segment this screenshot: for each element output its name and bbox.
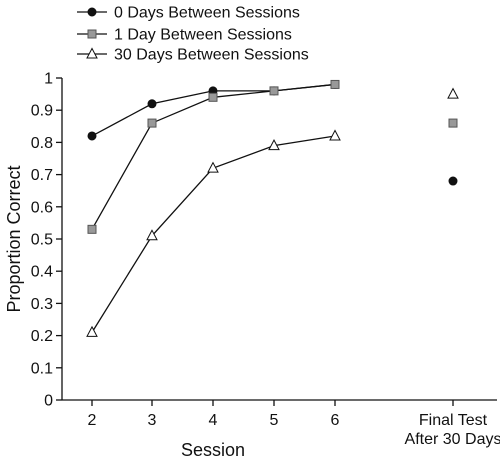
legend-marker <box>87 7 97 17</box>
data-point <box>269 86 279 96</box>
x-axis: 2 3 4 5 6 Final Test After 30 Days Session <box>62 399 500 460</box>
final-test-point <box>447 87 459 99</box>
data-point <box>147 118 157 128</box>
x-tick-label: 5 <box>270 412 279 429</box>
data-point <box>208 92 218 102</box>
legend-marker <box>86 47 98 59</box>
x-tick-label: 4 <box>209 412 218 429</box>
x-tick-label: After 30 Days <box>405 431 500 448</box>
x-tick-label: Final Test <box>419 412 488 429</box>
y-axis-title: Proportion Correct <box>4 165 24 312</box>
data-point <box>147 99 157 109</box>
x-axis-title: Session <box>181 440 245 460</box>
y-tick-label: 0.7 <box>31 167 53 184</box>
x-tick-label: 2 <box>88 412 97 429</box>
final-test-point <box>448 176 458 186</box>
data-point <box>87 131 97 141</box>
data-point <box>146 229 158 241</box>
x-tick-label: 3 <box>148 412 157 429</box>
data-point <box>330 79 340 89</box>
series-circle <box>87 79 458 186</box>
series-square <box>87 79 458 234</box>
legend-marker <box>87 29 97 39</box>
y-tick-label: 0.6 <box>31 199 53 216</box>
y-tick-label: 0.3 <box>31 296 53 313</box>
y-tick-label: 1 <box>44 71 53 88</box>
y-tick-label: 0.5 <box>31 232 53 249</box>
y-ticks: 0 0.1 0.2 0.3 0.4 0.5 0.6 0.7 0.8 0.9 1 <box>31 71 62 410</box>
data-point <box>268 139 280 151</box>
final-test-point <box>448 118 458 128</box>
x-ticks: 2 3 4 5 6 Final Test After 30 Days <box>88 400 500 448</box>
series-triangle <box>86 87 459 337</box>
y-tick-label: 0.4 <box>31 264 53 281</box>
y-tick-label: 0.1 <box>31 360 53 377</box>
y-tick-label: 0.9 <box>31 103 53 120</box>
legend-label: 1 Day Between Sessions <box>114 27 292 44</box>
series-line <box>91 83 336 230</box>
legend-label: 0 Days Between Sessions <box>114 5 300 22</box>
legend-label: 30 Days Between Sessions <box>114 47 309 64</box>
x-tick-label: 6 <box>331 412 340 429</box>
data-point <box>329 129 341 141</box>
plot-area <box>86 79 459 337</box>
data-point <box>86 325 98 337</box>
y-axis: 0 0.1 0.2 0.3 0.4 0.5 0.6 0.7 0.8 0.9 1 Proportion… <box>4 71 63 410</box>
y-tick-label: 0.8 <box>31 135 53 152</box>
y-tick-label: 0.2 <box>31 328 53 345</box>
y-tick-label: 0 <box>44 393 53 410</box>
data-point <box>207 161 219 173</box>
legend: 0 Days Between Sessions 1 Day Between Ses… <box>77 5 309 64</box>
data-point <box>87 224 97 234</box>
